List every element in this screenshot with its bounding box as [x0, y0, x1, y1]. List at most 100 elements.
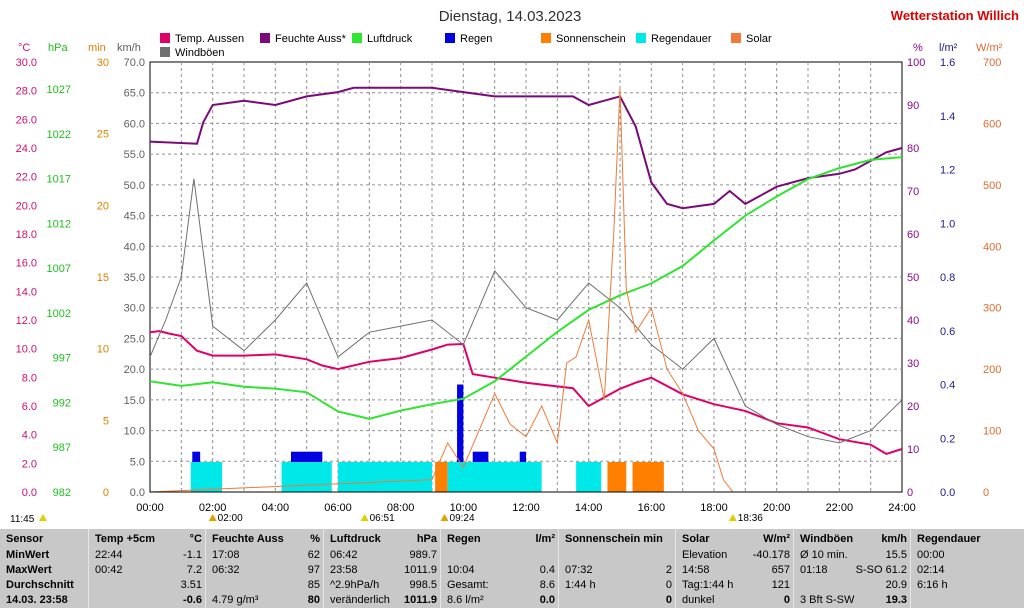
station-name: Wetterstation Willich: [891, 8, 1019, 23]
series-line-feuchteauss: [149, 86, 903, 210]
axis-tick-kmh: 25.0: [124, 333, 145, 345]
axis-tick-hpa: 987: [53, 442, 71, 454]
axis-tick-temp: 30.0: [16, 57, 37, 69]
axis-tick-pct: 100: [907, 57, 925, 69]
axis-tick-solar: 700: [983, 57, 1001, 69]
regendauer-time: 02:14: [917, 564, 945, 576]
sonne-title: Sonnenschein min: [565, 533, 663, 545]
axis-tick-rain: 0.8: [940, 272, 955, 284]
col-solar: Solar W/m² Elevation -40.178 14:58 657 Tag:…: [675, 529, 794, 608]
wind-unit: km/h: [881, 533, 907, 545]
series-line-solar: [149, 88, 902, 493]
marker-label: 18:36: [738, 513, 763, 524]
bar-sonnenschein: [435, 462, 448, 492]
axis-tick-temp: 26.0: [16, 114, 37, 126]
x-tick-label: 08:00: [387, 502, 415, 514]
regendauer-total: 6:16 h: [917, 579, 948, 591]
x-tick-label: 02:00: [199, 502, 227, 514]
axis-tick-min: 15: [97, 272, 109, 284]
regen-current: 0.0: [539, 594, 555, 606]
axis-tick-pct: 10: [907, 444, 919, 456]
axis-tick-kmh: 15.0: [124, 395, 145, 407]
bar-sonnenschein: [632, 462, 664, 492]
axis-tick-pct: 60: [907, 229, 919, 241]
axis-unit-hpa: hPa: [48, 42, 68, 54]
luftdruck-time: 23:58: [330, 564, 358, 576]
axis-tick-pct: 0: [907, 487, 913, 499]
solar-value: -40.178: [752, 549, 790, 561]
axis-tick-kmh: 65.0: [124, 88, 145, 100]
x-tick-label: 14:00: [575, 502, 603, 514]
legend-swatch: [541, 33, 551, 43]
axis-tick-rain: 0.6: [940, 326, 955, 338]
axis-unit-pct: %: [913, 42, 923, 54]
x-tick-label: 00:00: [136, 502, 164, 514]
sensor-row: Durchschnitt: [6, 579, 74, 591]
feuchte-unit: %: [310, 533, 320, 545]
axis-tick-kmh: 70.0: [124, 57, 145, 69]
wind-time: 01:18: [800, 564, 828, 576]
legend-swatch: [352, 33, 362, 43]
series-line-windben: [149, 178, 903, 444]
bar-regendauer: [576, 462, 602, 492]
axis-tick-hpa: 1002: [47, 308, 71, 320]
luftdruck-value: 998.5: [409, 579, 437, 591]
series-line-luftdruck: [149, 156, 903, 420]
axis-tick-kmh: 35.0: [124, 272, 145, 284]
axis-tick-hpa: 1012: [47, 218, 71, 230]
axis-tick-solar: 0: [983, 487, 989, 499]
axis-tick-rain: 1.0: [940, 218, 955, 230]
axis-tick-temp: 8.0: [22, 372, 37, 384]
regen-total: 8.6: [539, 579, 555, 591]
solar-state: dunkel: [682, 594, 715, 606]
solar-label: Elevation: [682, 549, 728, 561]
axis-unit-solar: W/m²: [976, 42, 1003, 54]
feuchte-abs: 4.79 g/m³: [212, 594, 259, 606]
temp-title: Temp +5cm: [95, 533, 156, 545]
legend-swatch: [160, 33, 170, 43]
feuchte-value: 85: [307, 579, 320, 591]
marker-icon: [208, 514, 217, 521]
temp-time: 00:42: [95, 564, 123, 576]
marker-icon: [728, 514, 737, 521]
plot-area: [149, 61, 903, 493]
axis-tick-hpa: 1017: [47, 174, 71, 186]
axis-tick-solar: 200: [983, 364, 1001, 376]
axis-tick-hpa: 1027: [47, 84, 71, 96]
legend-label: Temp. Aussen: [175, 33, 244, 45]
axis-tick-kmh: 45.0: [124, 211, 145, 223]
luftdruck-title: Luftdruck: [330, 533, 381, 545]
summary-table: Sensor MinWert MaxWert Durchschnitt 14.0…: [0, 529, 1024, 608]
legend-label: Luftdruck: [367, 33, 413, 45]
regen-value: 0.4: [539, 564, 555, 576]
sensor-row: 14.03. 23:58: [6, 594, 68, 606]
axis-tick-kmh: 55.0: [124, 149, 145, 161]
legend-swatch: [445, 33, 455, 43]
x-tick-label: 06:00: [324, 502, 352, 514]
solar-current: 0: [783, 594, 790, 606]
sensor-row: MinWert: [6, 549, 50, 561]
col-regendauer: Regendauer 00:00 02:14 6:16 h: [910, 529, 1024, 608]
bar-regendauer: [190, 462, 223, 492]
left-marker-label: 11:45: [10, 514, 35, 525]
regen-sum: 8.6 l/m²: [447, 594, 484, 606]
legend-label: Solar: [746, 33, 772, 45]
axis-tick-hpa: 997: [53, 353, 71, 365]
axis-tick-temp: 16.0: [16, 258, 37, 270]
wind-bft: 3 Bft S-SW: [800, 594, 855, 606]
axis-tick-rain: 1.2: [940, 165, 955, 177]
legend-swatch: [160, 47, 170, 57]
legend-label: Windböen: [175, 47, 225, 59]
luftdruck-unit: hPa: [416, 533, 437, 545]
axis-tick-kmh: 30.0: [124, 303, 145, 315]
axis-tick-pct: 30: [907, 358, 919, 370]
axis-tick-rain: 0.0: [940, 487, 955, 499]
axis-tick-kmh: 60.0: [124, 118, 145, 130]
axis-tick-rain: 0.4: [940, 380, 955, 392]
luftdruck-forecast: veränderlich: [330, 594, 390, 606]
marker-icon: [440, 514, 449, 521]
axis-tick-kmh: 10.0: [124, 426, 145, 438]
axis-tick-temp: 14.0: [16, 286, 37, 298]
marker-label: 09:24: [450, 513, 475, 524]
marker-label: 06:51: [370, 513, 395, 524]
